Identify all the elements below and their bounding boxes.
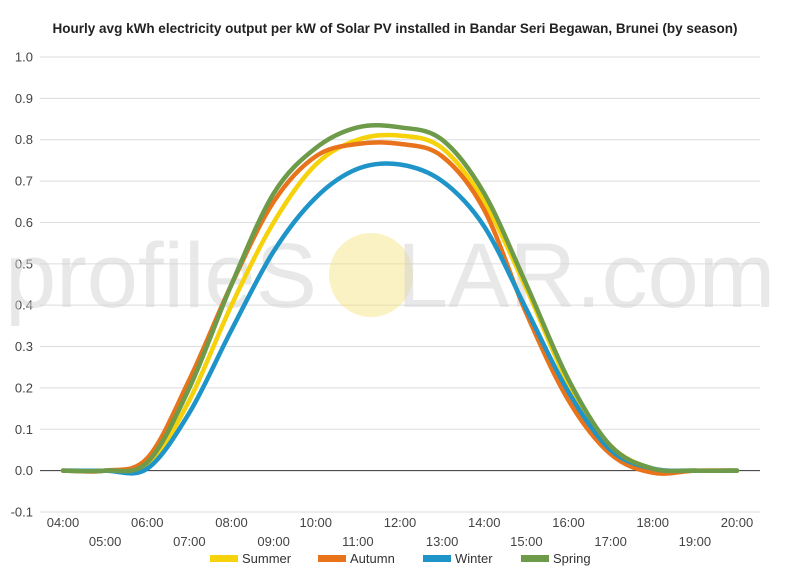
legend-item-winter[interactable]: Winter (423, 551, 493, 566)
y-tick-label: 0.1 (15, 422, 33, 437)
legend-label: Summer (242, 551, 292, 566)
legend-item-autumn[interactable]: Autumn (318, 551, 395, 566)
x-tick-label: 13:00 (426, 534, 459, 549)
x-tick-label: 18:00 (636, 515, 669, 530)
legend-swatch (210, 555, 238, 562)
y-tick-label: 0.4 (15, 298, 33, 313)
y-tick-label: 0.3 (15, 339, 33, 354)
x-tick-label: 16:00 (552, 515, 585, 530)
y-tick-label: -0.1 (11, 505, 33, 520)
legend-swatch (318, 555, 346, 562)
x-tick-label: 09:00 (257, 534, 290, 549)
x-tick-label: 20:00 (721, 515, 754, 530)
legend-label: Autumn (350, 551, 395, 566)
y-tick-label: 1.0 (15, 50, 33, 65)
x-tick-label: 08:00 (215, 515, 248, 530)
x-tick-label: 06:00 (131, 515, 164, 530)
x-tick-label: 10:00 (299, 515, 332, 530)
series-lines (60, 123, 740, 476)
legend-label: Winter (455, 551, 493, 566)
series-line-spring (60, 123, 740, 474)
y-tick-label: 0.6 (15, 215, 33, 230)
x-tick-label: 17:00 (594, 534, 627, 549)
x-tick-label: 11:00 (342, 534, 374, 549)
legend-swatch (423, 555, 451, 562)
legend-label: Spring (553, 551, 591, 566)
grid (40, 56, 760, 513)
y-tick-label: 0.9 (15, 91, 33, 106)
x-axis: 04:00 05:00 06:00 07:00 08:00 09:00 10:00 11:00… (47, 515, 754, 549)
x-tick-label: 12:00 (384, 515, 417, 530)
y-tick-label: 0.2 (15, 380, 33, 395)
y-tick-label: 0.5 (15, 256, 33, 271)
x-tick-label: 15:00 (510, 534, 543, 549)
watermark-sun (329, 233, 413, 317)
watermark-text-left: profileS (5, 225, 317, 327)
chart-title: Hourly avg kWh electricity output per kW… (53, 21, 738, 36)
y-tick-label: 0.7 (15, 174, 33, 189)
legend: Summer Autumn Winter Spring (210, 551, 591, 566)
y-tick-label: 0.0 (15, 463, 33, 478)
series-line-winter (60, 161, 740, 476)
series-line-autumn (60, 140, 740, 476)
watermark: profileS LAR.com (5, 225, 775, 327)
x-tick-label: 05:00 (89, 534, 122, 549)
legend-item-spring[interactable]: Spring (521, 551, 591, 566)
x-tick-label: 04:00 (47, 515, 80, 530)
x-tick-label: 07:00 (173, 534, 206, 549)
y-axis: -0.1 0.0 0.1 0.2 0.3 0.4 0.5 0.6 0.7 0.8 0.9 1.0 (11, 50, 33, 520)
legend-item-summer[interactable]: Summer (210, 551, 292, 566)
legend-swatch (521, 555, 549, 562)
x-tick-label: 14:00 (468, 515, 501, 530)
watermark-text-right: LAR.com (397, 225, 775, 327)
x-tick-label: 19:00 (679, 534, 712, 549)
y-tick-label: 0.8 (15, 132, 33, 147)
